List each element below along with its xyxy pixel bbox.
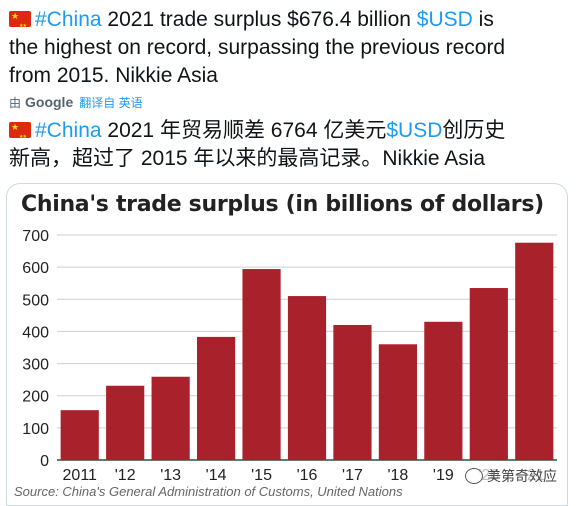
bar-2011	[60, 410, 99, 460]
translated-by-row: 由 Google 翻译自 英语	[9, 92, 143, 112]
tweet-text-en-line1: #China 2021 trade surplus $676.4 billion…	[9, 7, 494, 39]
chart-title: China's trade surplus (in billions of do…	[21, 192, 544, 217]
china-flag-icon	[9, 122, 31, 150]
tweet-text-en-line3: from 2015. Nikkie Asia	[9, 64, 218, 87]
y-tick-label: 400	[22, 324, 49, 341]
x-tick-label: '19	[433, 467, 454, 484]
x-tick-label: '12	[115, 467, 136, 484]
y-tick-label: 700	[22, 228, 49, 245]
tweet-text-zh-line1: #China 2021 年贸易顺差 6764 亿美元$USD创历史	[9, 118, 506, 150]
y-tick-label: 0	[40, 453, 49, 470]
watermark-text: 美第奇效应	[487, 468, 557, 484]
bar-19	[424, 321, 463, 460]
bar-13	[151, 376, 190, 460]
china-flag-icon	[9, 11, 31, 39]
tweet-text-en-line2: the highest on record, surpassing the pr…	[9, 36, 506, 59]
y-tick-label: 300	[22, 357, 49, 374]
bar-20	[469, 288, 508, 460]
tweet-text: is	[472, 8, 494, 31]
tweet-text: 2021 年贸易顺差 6764 亿美元	[101, 119, 387, 142]
x-tick-label: '15	[251, 467, 272, 484]
bar-14	[197, 336, 236, 460]
translated-from-link[interactable]: 翻译自 英语	[79, 95, 143, 110]
x-tick-label: '14	[206, 467, 227, 484]
bar-18	[378, 344, 417, 460]
x-tick-label: '13	[160, 467, 181, 484]
tweet-text: 创历史	[442, 119, 506, 142]
x-tick-label: 2011	[63, 467, 98, 484]
hashtag-china[interactable]: #China	[35, 119, 102, 142]
bar-21	[515, 242, 554, 460]
y-tick-label: 500	[22, 292, 49, 309]
bar-chart: 0 100 200 300 400 500 600 700 2011 '12 '13 '14 '15 '1…	[22, 228, 557, 484]
wechat-channel-icon	[465, 468, 483, 484]
y-tick-label: 600	[22, 260, 49, 277]
chart-source: Source: China's General Administration o…	[14, 484, 403, 499]
bar-15	[242, 269, 281, 460]
tweet-text: 2021 trade surplus $676.4 billion	[101, 8, 417, 31]
chart-image[interactable]: China's trade surplus (in billions of do…	[6, 183, 568, 506]
google-logo: Google	[25, 94, 74, 110]
watermark: 美第奇效应	[463, 466, 559, 486]
y-tick-label: 100	[22, 421, 49, 438]
cashtag-usd[interactable]: $USD	[416, 8, 473, 31]
translated-by-label: 由	[9, 95, 22, 110]
bar-16	[287, 296, 327, 460]
tweet-text-zh-line2: 新高，超过了 2015 年以来的最高记录。Nikkie Asia	[9, 147, 486, 170]
x-tick-label: '18	[387, 467, 408, 484]
x-tick-label: '16	[297, 467, 318, 484]
cashtag-usd[interactable]: $USD	[386, 119, 443, 142]
hashtag-china[interactable]: #China	[35, 8, 102, 31]
bar-12	[106, 385, 145, 460]
bar-17	[333, 325, 372, 460]
y-tick-label: 200	[22, 389, 49, 406]
x-tick-label: '17	[342, 467, 363, 484]
